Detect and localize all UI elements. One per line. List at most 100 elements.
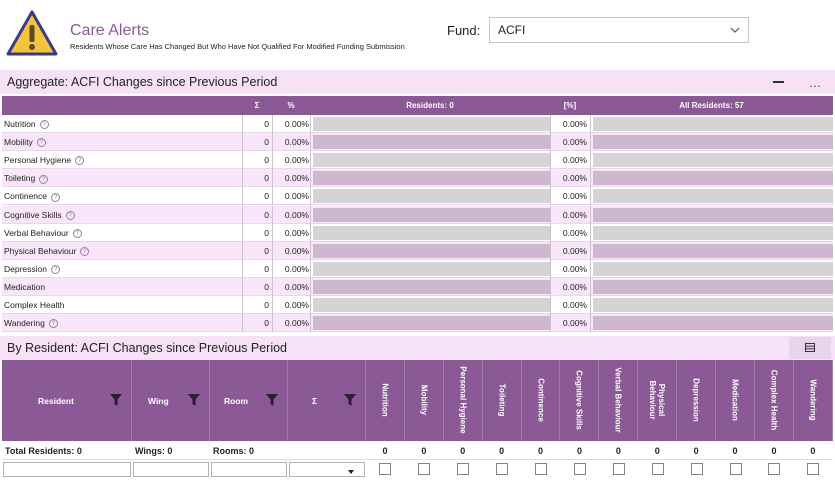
all-residents-bar <box>593 243 833 258</box>
aggregate-row: Toileting? 0 0.00% 0.00% <box>2 169 833 188</box>
domain-total: 0 <box>693 446 699 456</box>
col-domain[interactable]: Personal Hygiene <box>444 360 483 441</box>
col-all-residents[interactable]: All Residents: 57 <box>679 101 744 110</box>
fund-select-value: ACFI <box>498 23 526 37</box>
domain-filter-checkbox[interactable] <box>496 463 509 475</box>
residents-bar-cell <box>310 133 551 152</box>
fund-select[interactable]: ACFI <box>489 17 749 43</box>
domain-filter-checkbox[interactable] <box>690 463 703 475</box>
help-icon[interactable]: ? <box>65 210 75 220</box>
residents-bar-cell <box>310 169 551 188</box>
col-domain[interactable]: Depression <box>677 360 717 441</box>
help-icon[interactable]: ? <box>75 156 85 166</box>
aggregate-row-label: Medication <box>4 281 46 292</box>
col-domain[interactable]: Physical Behaviour <box>638 360 678 441</box>
col-sigma[interactable]: Σ <box>254 101 260 110</box>
col-wing[interactable]: Wing <box>132 360 210 441</box>
pct-cell: 0.00% <box>272 314 310 333</box>
count-cell: 0 <box>242 223 272 242</box>
minimize-icon[interactable] <box>773 81 784 83</box>
col-pct-bracket[interactable]: [%] <box>563 101 577 110</box>
domain-filter-checkbox[interactable] <box>729 463 742 475</box>
help-icon[interactable]: ? <box>72 228 82 238</box>
count-cell: 0 <box>242 169 272 188</box>
aggregate-row: Mobility? 0 0.00% 0.00% <box>2 133 833 152</box>
domain-filter-checkbox[interactable] <box>457 463 470 475</box>
help-icon[interactable]: ? <box>48 319 58 329</box>
filter-icon[interactable] <box>110 394 122 406</box>
count-cell: 0 <box>242 151 272 170</box>
residents-bar <box>313 117 551 131</box>
aggregate-section-header: Aggregate: ACFI Changes since Previous P… <box>0 70 835 94</box>
col-domain[interactable]: Cognitive Skills <box>561 360 600 441</box>
help-icon[interactable]: ? <box>39 120 49 130</box>
col-domain-label: Depression <box>691 378 701 422</box>
domain-filter-checkbox[interactable] <box>418 463 431 475</box>
aggregate-row-label: Cognitive Skills? <box>4 210 75 220</box>
grid-view-icon[interactable] <box>789 337 831 359</box>
wing-filter-input[interactable] <box>133 462 209 477</box>
domain-total: 0 <box>421 446 427 456</box>
help-icon[interactable]: ? <box>36 138 46 148</box>
col-domain[interactable]: Verbal Behaviour <box>599 360 639 441</box>
resident-filter-input[interactable] <box>3 462 131 477</box>
col-domain[interactable]: Mobility <box>405 360 444 441</box>
domain-filter-checkbox[interactable] <box>651 463 664 475</box>
filter-icon[interactable] <box>188 394 200 406</box>
residents-bar <box>313 153 551 168</box>
domain-filter-checkbox[interactable] <box>573 463 586 475</box>
col-sigma-label: Σ <box>312 396 318 406</box>
help-icon[interactable]: ? <box>51 192 61 202</box>
room-filter-input[interactable] <box>211 462 287 477</box>
residents-bar-cell <box>310 259 551 278</box>
pct-cell: 0.00% <box>272 133 310 152</box>
total-rooms: Rooms: 0 <box>213 446 255 456</box>
domain-total: 0 <box>499 446 505 456</box>
col-domain[interactable]: Wandering <box>794 360 833 441</box>
pct-cell: 0.00% <box>272 259 310 278</box>
col-sigma-total[interactable]: Σ <box>288 360 366 441</box>
filter-row <box>2 460 833 480</box>
col-domain-label: Physical Behaviour <box>648 380 667 420</box>
residents-bar-cell <box>310 223 551 242</box>
col-domain-label: Verbal Behaviour <box>613 367 623 433</box>
pct-cell: 0.00% <box>272 115 310 133</box>
residents-bar <box>313 171 551 186</box>
help-icon[interactable]: ? <box>39 174 49 184</box>
col-resident[interactable]: Resident <box>2 360 132 441</box>
col-residents[interactable]: Residents: 0 <box>406 101 454 110</box>
domain-total: 0 <box>771 446 777 456</box>
by-resident-section-header: By Resident: ACFI Changes since Previous… <box>0 336 835 360</box>
aggregate-row-label: Continence? <box>4 191 61 202</box>
by-resident-table-header: Resident Wing Room Σ Nutrition Mobility Pe… <box>2 360 833 441</box>
pct-cell: 0.00% <box>272 277 310 296</box>
aggregate-row-label: Verbal Behaviour? <box>4 228 82 238</box>
aggregate-section-title: Aggregate: ACFI Changes since Previous P… <box>7 75 278 89</box>
col-domain[interactable]: Continence <box>522 360 561 441</box>
col-percent[interactable]: % <box>287 101 295 110</box>
col-domain[interactable]: Nutrition <box>366 360 405 441</box>
residents-bar <box>313 316 551 331</box>
help-icon[interactable]: ? <box>51 265 60 275</box>
col-domain[interactable]: Complex Health <box>755 360 794 441</box>
sigma-filter-select[interactable] <box>289 462 365 477</box>
filter-icon[interactable] <box>344 394 356 406</box>
domain-filter-checkbox[interactable] <box>535 463 548 475</box>
col-domain[interactable]: Medication <box>716 360 755 441</box>
all-residents-bar <box>593 171 833 186</box>
col-domain-label: Mobility <box>419 384 429 416</box>
more-icon[interactable]: … <box>809 76 822 90</box>
all-residents-bar <box>593 298 833 312</box>
all-residents-bar <box>593 117 833 131</box>
domain-filter-checkbox[interactable] <box>768 463 781 475</box>
domain-filter-checkbox[interactable] <box>612 463 625 475</box>
domain-filter-checkbox[interactable] <box>807 463 820 475</box>
help-icon[interactable]: ? <box>80 246 90 256</box>
domain-filter-checkbox[interactable] <box>379 463 392 475</box>
pct2-cell: 0.00% <box>550 277 590 296</box>
all-residents-bar-cell <box>590 133 833 152</box>
col-domain[interactable]: Toileting <box>483 360 522 441</box>
aggregate-row: Depression? 0 0.00% 0.00% <box>2 259 833 278</box>
col-room[interactable]: Room <box>210 360 288 441</box>
filter-icon[interactable] <box>266 394 278 406</box>
